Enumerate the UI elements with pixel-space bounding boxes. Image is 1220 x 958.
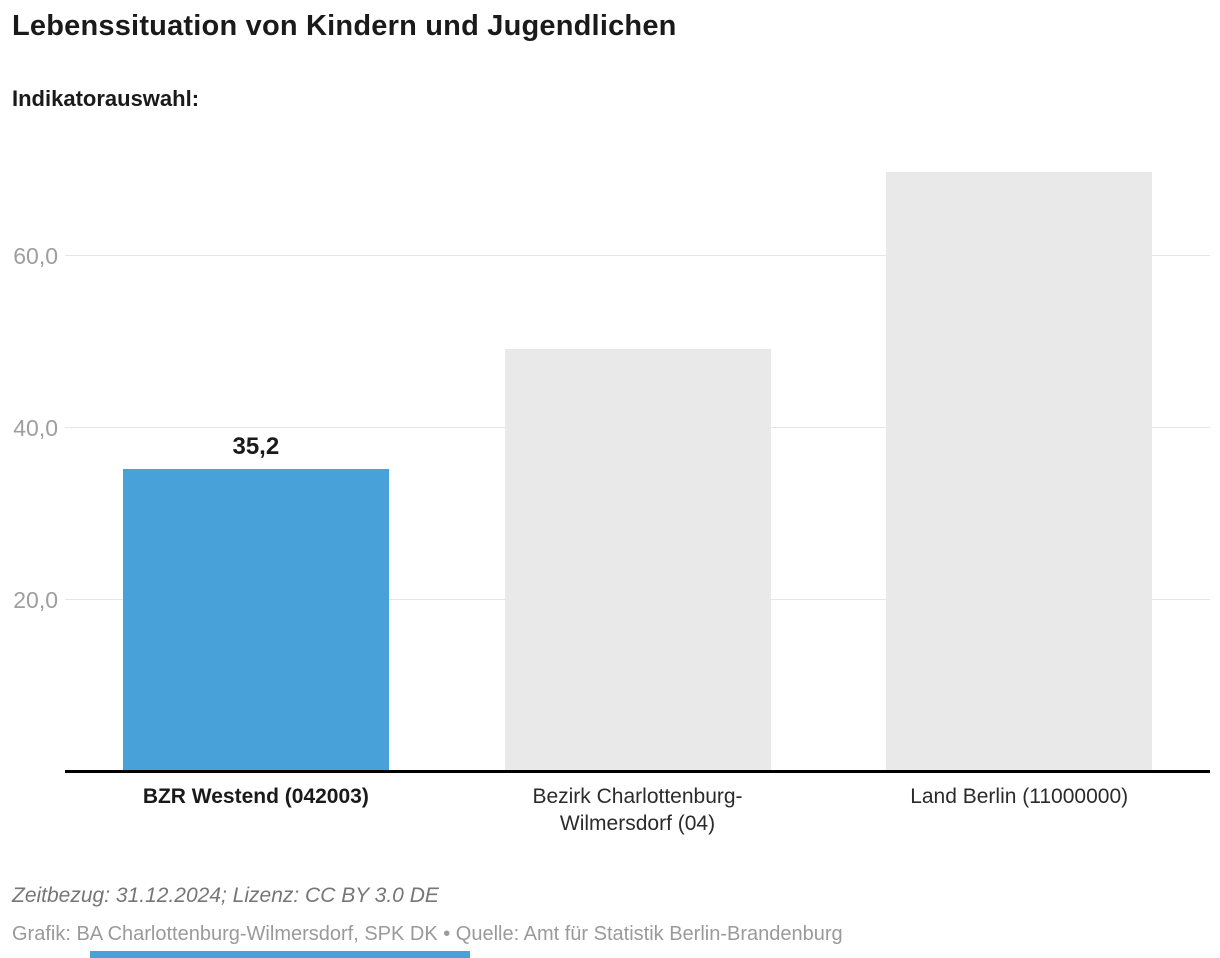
y-axis-tick-label: 40,0 [13, 415, 58, 441]
footer-grafik-quelle: Grafik: BA Charlottenburg-Wilmersdorf, S… [12, 923, 843, 945]
gridline [65, 255, 1210, 256]
x-axis-category-label: Land Berlin (11000000) [910, 785, 1129, 808]
bar[interactable] [504, 348, 771, 772]
page-title: Lebenssituation von Kindern und Jugendli… [12, 10, 677, 42]
y-axis-tick-label: 20,0 [13, 587, 58, 613]
x-axis-category-label: BZR Westend (042003) [142, 785, 369, 808]
bottom-blue-bar [90, 951, 470, 958]
bar-chart: 20,0 40,0 60,0 35,2 BZR Westend (042003) Bez… [13, 171, 1210, 835]
y-axis-tick-label: 60,0 [13, 243, 58, 269]
x-axis-line [65, 770, 1210, 773]
bar[interactable] [122, 469, 389, 772]
bar[interactable] [886, 171, 1153, 772]
bar-value-label: 35,2 [232, 433, 280, 461]
footer-zeitbezug-lizenz: Zeitbezug: 31.12.2024; Lizenz: CC BY 3.0… [12, 884, 439, 907]
x-axis-category-label: Bezirk Charlottenburg- Wilmersdorf (04) [532, 785, 743, 835]
indicator-select-label: Indikatorauswahl: [12, 86, 200, 111]
